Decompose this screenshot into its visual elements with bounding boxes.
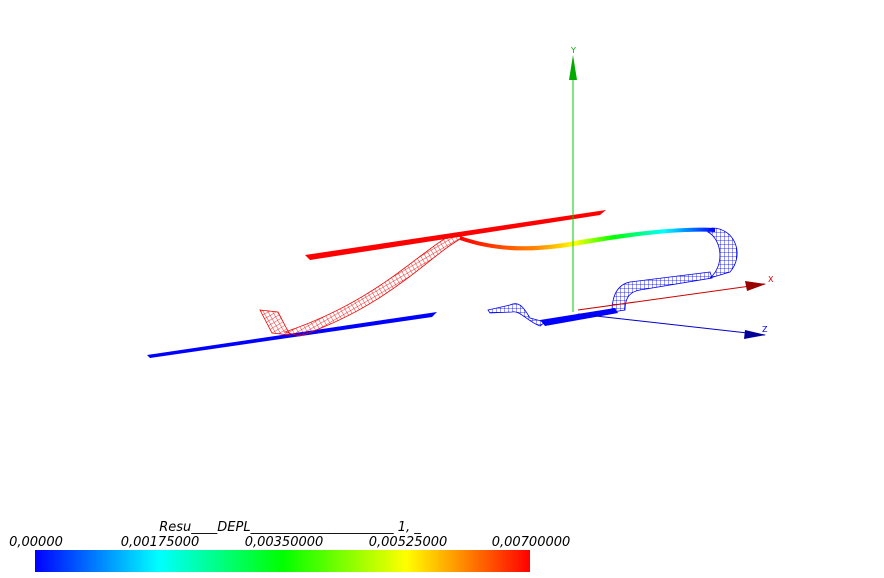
z-axis <box>577 313 766 336</box>
color-ribbon <box>460 227 715 251</box>
blue-curl <box>707 227 738 279</box>
legend-tick: 0,00175000 <box>121 535 200 550</box>
legend-title: Resu____DEPL______________________ 1, _ <box>159 520 421 535</box>
blue-fold <box>611 271 713 313</box>
y-label: Y <box>570 46 576 55</box>
triad: Y X Z <box>569 46 774 339</box>
legend-tick: 0,00700000 <box>492 535 571 550</box>
red-mesh-tip <box>259 309 291 336</box>
model <box>147 210 738 358</box>
y-arrow <box>569 55 577 80</box>
legend-tick: 0,00525000 <box>369 535 448 550</box>
legend: Resu____DEPL______________________ 1, _ … <box>9 520 570 572</box>
z-label: Z <box>762 325 768 334</box>
blue-strip <box>147 312 437 358</box>
blue-bottom <box>540 308 618 326</box>
z-arrow <box>744 330 766 339</box>
red-mesh <box>283 232 463 337</box>
legend-tick: 0,00350000 <box>245 535 324 550</box>
color-bar <box>35 550 530 572</box>
blue-bump <box>487 303 546 327</box>
x-axis <box>577 283 766 311</box>
legend-tick: 0,00000 <box>9 535 63 550</box>
x-label: X <box>768 275 774 284</box>
x-arrow <box>745 281 766 291</box>
